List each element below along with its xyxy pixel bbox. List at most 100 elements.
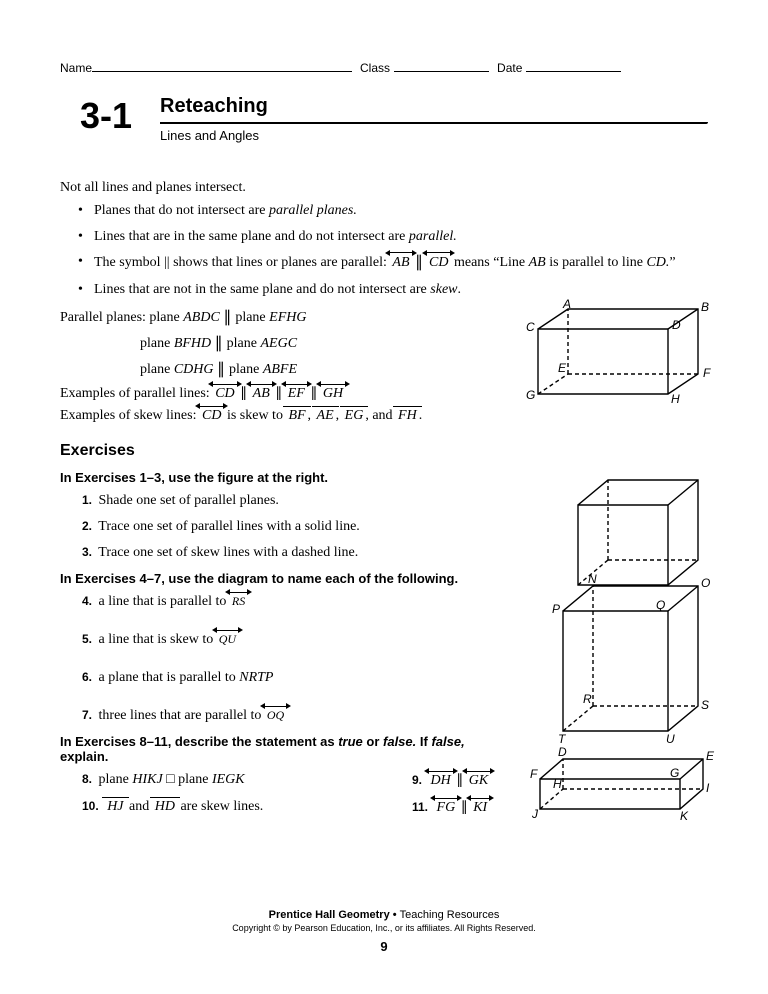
t4a: a line that is parallel to — [95, 594, 230, 609]
lbl-g: G — [526, 388, 535, 402]
lesson-number: 3-1 — [80, 95, 132, 137]
p811e: If — [416, 734, 431, 749]
seg-gk: GK — [467, 773, 490, 789]
lesson-titles: Reteaching Lines and Angles — [160, 95, 708, 143]
pp-label: Parallel planes: — [60, 310, 149, 325]
b1a: Planes that do not intersect are — [94, 203, 269, 218]
lbl3-o: O — [701, 576, 710, 590]
seg-fg: FG — [435, 800, 458, 816]
b2a: Lines that are in the same plane and do … — [94, 229, 409, 244]
pp3p2: ABFE — [263, 362, 297, 377]
lbl4-e: E — [706, 749, 715, 763]
n3: 3. — [82, 545, 92, 559]
n6: 6. — [82, 670, 92, 684]
exskew-label: Examples of skew lines: — [60, 408, 200, 423]
seg-oq: OQ — [265, 708, 286, 723]
b2b: parallel. — [409, 229, 457, 244]
seg-ki: KI — [471, 800, 489, 816]
f1b: Teaching Resources — [400, 909, 500, 921]
lbl3-n: N — [588, 572, 597, 586]
bullet-4: Lines that are not in the same plane and… — [82, 281, 708, 299]
bullet-1: Planes that do not intersect are paralle… — [82, 202, 708, 220]
pp2p1: BFHD — [174, 336, 211, 351]
t8p1: HIKJ — [132, 772, 162, 787]
t7a: three lines that are parallel to — [95, 708, 265, 723]
footer: Prentice Hall Geometry • Teaching Resour… — [0, 909, 768, 954]
seg-cd: CD — [213, 386, 236, 402]
n11: 11. — [412, 800, 428, 814]
name-field: Name — [60, 60, 352, 75]
content: Not all lines and planes intersect. Plan… — [60, 180, 708, 816]
t10mid: and — [126, 799, 153, 814]
par-sym3: ∥ — [217, 361, 229, 378]
lbl4-j: J — [531, 807, 539, 821]
seg-qu: QU — [217, 632, 238, 647]
pp1p2: EFHG — [269, 310, 306, 325]
title-divider — [160, 122, 708, 124]
n10: 10. — [82, 799, 99, 813]
seg-ab: AB — [251, 386, 272, 402]
par-sym: ∥ — [223, 309, 235, 326]
exercises-8-11: In Exercises 8–11, describe the statemen… — [60, 734, 708, 816]
seg-dh: DH — [429, 773, 453, 789]
lbl4-h: H — [553, 777, 562, 791]
ex-8: 8. plane HIKJ □ plane IEGK — [82, 772, 412, 789]
sk-end: . — [419, 408, 423, 423]
b3cd: CD. — [646, 255, 669, 270]
sk-mid: is skew to — [227, 408, 287, 423]
pp3a: plane — [140, 362, 174, 377]
bullet-3: The symbol || shows that lines or planes… — [82, 253, 708, 273]
t1: Shade one set of parallel planes. — [95, 493, 279, 508]
lesson-subtitle: Lines and Angles — [160, 128, 708, 143]
pp2a2: plane — [227, 336, 261, 351]
n2: 2. — [82, 519, 92, 533]
lbl3-s: S — [701, 698, 709, 712]
n4: 4. — [82, 594, 92, 608]
t8mid: □ plane — [163, 772, 212, 787]
pp2a: plane — [140, 336, 174, 351]
lbl4-d: D — [558, 745, 567, 759]
par-sym2: ∥ — [215, 335, 227, 352]
t6p: NRTP — [239, 670, 273, 685]
concept-bullets: Planes that do not intersect are paralle… — [60, 202, 708, 299]
parallel-sym: ∥ — [415, 254, 427, 271]
class-field: Class — [360, 60, 489, 75]
exercises-1-3: In Exercises 1–3, use the figure at the … — [60, 470, 708, 561]
t8a: plane — [95, 772, 132, 787]
lbl-d: D — [672, 318, 681, 332]
lbl4-f: F — [530, 767, 538, 781]
exercises-heading: Exercises — [60, 442, 708, 460]
sk-and: , and — [365, 408, 396, 423]
n9: 9. — [412, 773, 422, 787]
footer-line1: Prentice Hall Geometry • Teaching Resour… — [0, 909, 768, 921]
sk-ae: AE — [315, 408, 336, 424]
name-line[interactable] — [92, 60, 352, 72]
line-ab-sym: AB — [390, 254, 411, 272]
t2: Trace one set of parallel lines with a s… — [95, 519, 360, 534]
sk-eg: EG — [343, 408, 366, 424]
class-label: Class — [360, 61, 390, 75]
pp1p1: ABDC — [183, 310, 220, 325]
p811c: or — [363, 734, 383, 749]
lbl-b: B — [701, 300, 709, 314]
f1a: Prentice Hall Geometry • — [269, 909, 400, 921]
lbl-f: F — [703, 366, 711, 380]
prompt-8-11: In Exercises 8–11, describe the statemen… — [60, 734, 480, 764]
ex-11: 11. FG ∥ KI — [412, 799, 489, 816]
b1b: parallel planes. — [269, 203, 357, 218]
lesson-title: Reteaching — [160, 95, 708, 118]
lbl4-i: I — [706, 781, 710, 795]
b3ab: AB — [529, 255, 546, 270]
sk-bf: BF — [286, 408, 307, 424]
seg-hj: HJ — [105, 799, 125, 815]
pp1a2: plane — [235, 310, 269, 325]
date-line[interactable] — [526, 60, 621, 72]
ex-9: 9. DH ∥ GK — [412, 772, 490, 789]
class-line[interactable] — [394, 60, 489, 72]
t8p2: IEGK — [212, 772, 245, 787]
line-cd-sym: CD — [427, 254, 450, 272]
box-diagram-4: D E F G H I J K — [528, 734, 718, 824]
p811a: In Exercises 8–11, describe the statemen… — [60, 734, 338, 749]
n7: 7. — [82, 708, 92, 722]
lbl-h: H — [671, 392, 680, 406]
